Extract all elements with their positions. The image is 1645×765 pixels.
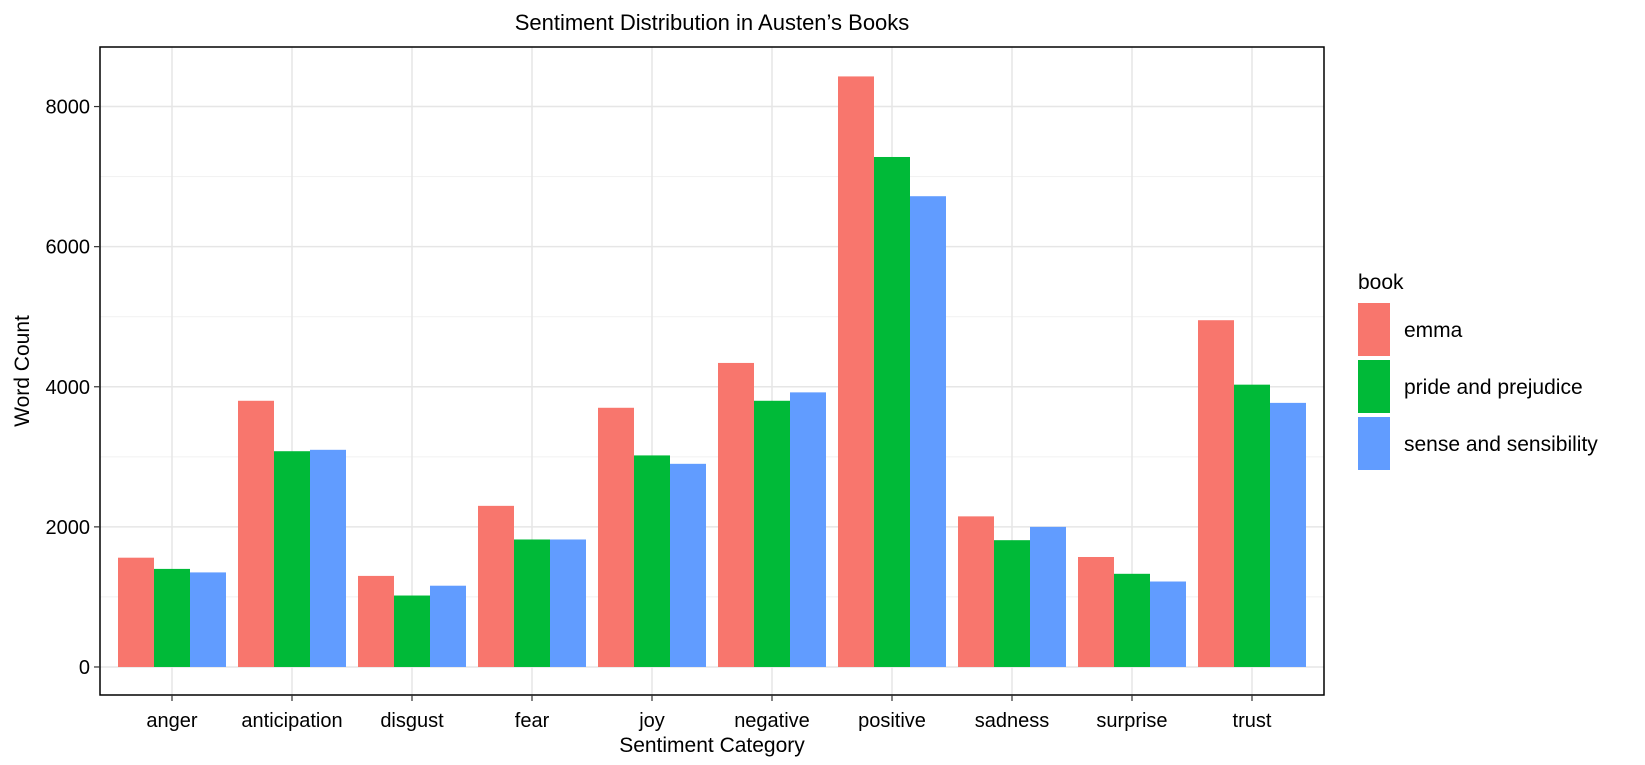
y-tick-label: 6000: [46, 237, 91, 259]
legend-label-sense-and-sensibility: sense and sensibility: [1404, 433, 1598, 456]
bar-anticipation-emma: [238, 400, 274, 667]
bar-anticipation-pride-and-prejudice: [274, 451, 310, 667]
bar-joy-sense-and-sensibility: [670, 463, 706, 667]
bar-disgust-sense-and-sensibility: [430, 585, 466, 667]
legend-key-emma: [1358, 303, 1390, 356]
bar-surprise-emma: [1078, 556, 1114, 667]
chart-title: Sentiment Distribution in Austen’s Books: [515, 10, 910, 35]
x-axis-title: Sentiment Category: [619, 734, 805, 757]
bar-negative-pride-and-prejudice: [754, 400, 790, 667]
bar-joy-pride-and-prejudice: [634, 455, 670, 667]
legend-key-sense-and-sensibility: [1358, 417, 1390, 470]
y-tick-label: 4000: [46, 377, 91, 399]
plot-panel-border: [99, 46, 1325, 696]
x-tick-label-negative: negative: [734, 710, 810, 732]
bar-trust-sense-and-sensibility: [1270, 402, 1306, 667]
bar-positive-emma: [838, 76, 874, 667]
x-tick-label-disgust: disgust: [380, 710, 444, 732]
y-axis: 0 2000 4000 6000 8000: [46, 97, 100, 679]
bar-joy-emma: [598, 407, 634, 667]
x-tick-label-anger: anger: [146, 710, 197, 732]
legend-key-pride-and-prejudice: [1358, 360, 1390, 413]
legend: book emma pride and prejudice sense and se…: [1358, 271, 1598, 470]
x-tick-label-joy: joy: [638, 710, 665, 732]
bar-anger-pride-and-prejudice: [154, 568, 190, 667]
bar-sadness-sense-and-sensibility: [1030, 526, 1066, 667]
bar-trust-pride-and-prejudice: [1234, 384, 1270, 667]
bar-negative-sense-and-sensibility: [790, 392, 826, 667]
bar-negative-emma: [718, 362, 754, 667]
x-tick-label-anticipation: anticipation: [241, 710, 342, 732]
legend-label-emma: emma: [1404, 319, 1463, 342]
bar-positive-pride-and-prejudice: [874, 156, 910, 667]
x-tick-label-sadness: sadness: [975, 710, 1050, 732]
bar-trust-emma: [1198, 320, 1234, 667]
bar-positive-sense-and-sensibility: [910, 196, 946, 667]
y-tick-label: 0: [79, 657, 90, 679]
x-tick-label-trust: trust: [1233, 710, 1272, 732]
y-tick-label: 8000: [46, 97, 91, 119]
bar-surprise-pride-and-prejudice: [1114, 573, 1150, 667]
bar-surprise-sense-and-sensibility: [1150, 581, 1186, 667]
legend-label-pride-and-prejudice: pride and prejudice: [1404, 376, 1583, 399]
y-tick-label: 2000: [46, 517, 91, 539]
bar-disgust-pride-and-prejudice: [394, 595, 430, 667]
bar-sadness-emma: [958, 516, 994, 667]
bars: [118, 76, 1306, 667]
x-tick-label-surprise: surprise: [1096, 710, 1167, 732]
bar-fear-emma: [478, 505, 514, 667]
x-tick-label-positive: positive: [858, 710, 926, 732]
bar-anger-emma: [118, 557, 154, 667]
bar-sadness-pride-and-prejudice: [994, 540, 1030, 667]
y-axis-title: Word Count: [11, 315, 34, 427]
legend-title: book: [1358, 271, 1404, 294]
bar-fear-sense-and-sensibility: [550, 539, 586, 667]
bar-anticipation-sense-and-sensibility: [310, 449, 346, 667]
bar-disgust-emma: [358, 575, 394, 667]
x-tick-label-fear: fear: [515, 710, 550, 732]
x-axis: anger anticipation disgust fear joy negative p…: [146, 695, 1272, 732]
bar-anger-sense-and-sensibility: [190, 572, 226, 667]
bar-fear-pride-and-prejudice: [514, 539, 550, 667]
